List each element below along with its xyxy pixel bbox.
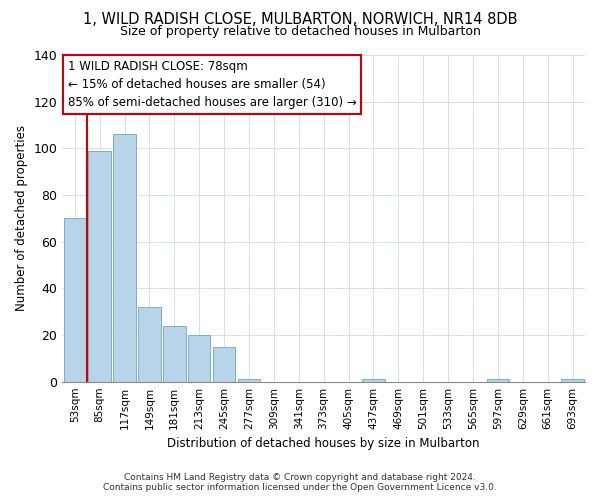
Bar bbox=[88, 150, 111, 382]
Bar bbox=[562, 380, 584, 382]
Bar bbox=[188, 335, 211, 382]
Text: 1, WILD RADISH CLOSE, MULBARTON, NORWICH, NR14 8DB: 1, WILD RADISH CLOSE, MULBARTON, NORWICH… bbox=[83, 12, 517, 28]
Bar bbox=[238, 380, 260, 382]
Bar bbox=[362, 380, 385, 382]
Text: Size of property relative to detached houses in Mulbarton: Size of property relative to detached ho… bbox=[119, 25, 481, 38]
Bar bbox=[113, 134, 136, 382]
Text: Contains HM Land Registry data © Crown copyright and database right 2024.
Contai: Contains HM Land Registry data © Crown c… bbox=[103, 473, 497, 492]
Text: 1 WILD RADISH CLOSE: 78sqm
← 15% of detached houses are smaller (54)
85% of semi: 1 WILD RADISH CLOSE: 78sqm ← 15% of deta… bbox=[68, 60, 356, 109]
Y-axis label: Number of detached properties: Number of detached properties bbox=[15, 126, 28, 312]
Bar bbox=[138, 307, 161, 382]
Bar bbox=[487, 380, 509, 382]
Bar bbox=[163, 326, 185, 382]
Bar bbox=[213, 346, 235, 382]
Bar bbox=[64, 218, 86, 382]
X-axis label: Distribution of detached houses by size in Mulbarton: Distribution of detached houses by size … bbox=[167, 437, 480, 450]
